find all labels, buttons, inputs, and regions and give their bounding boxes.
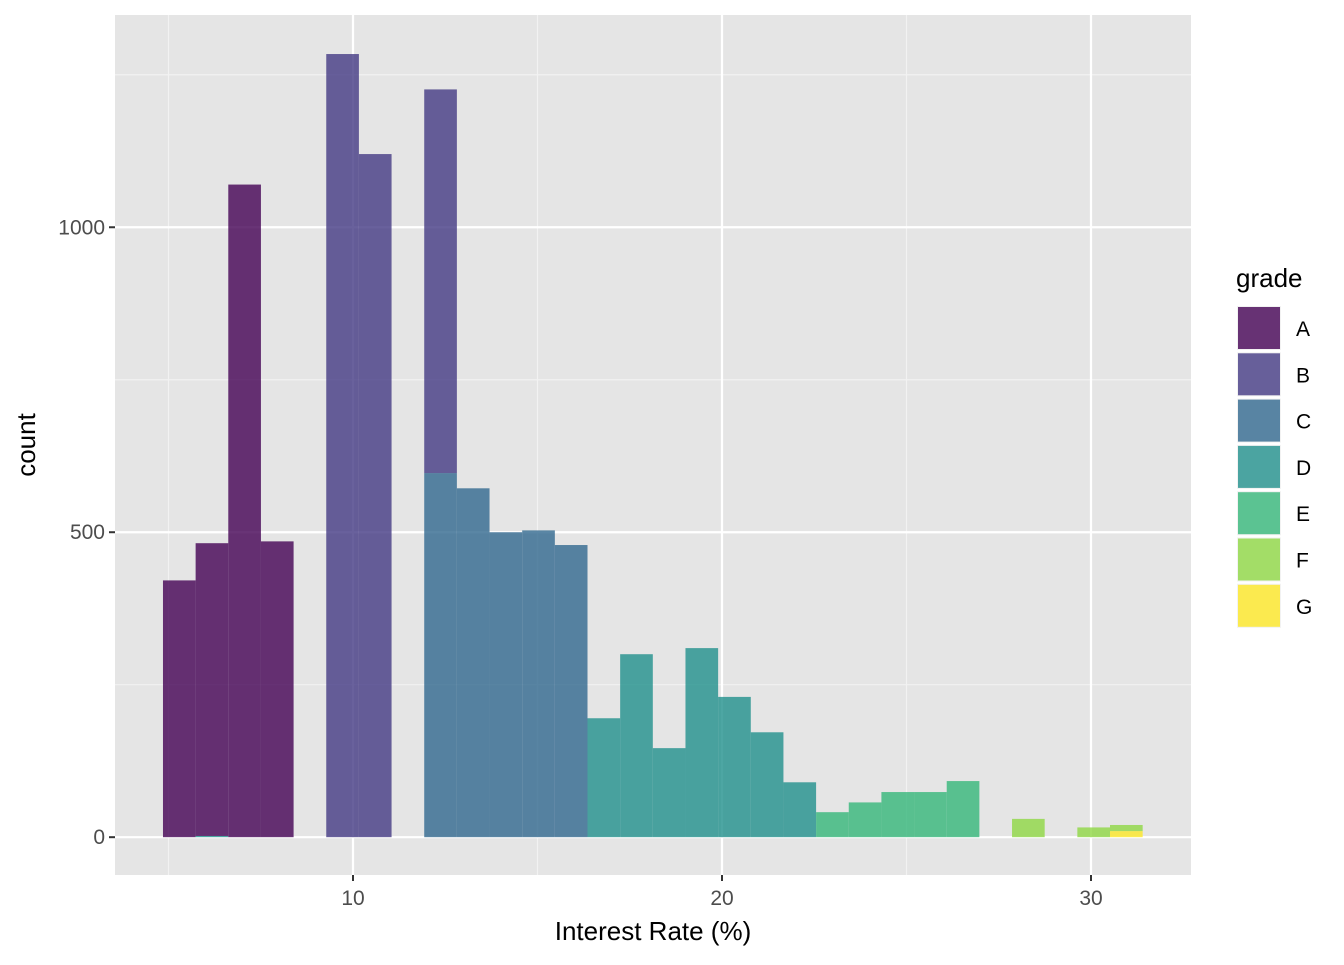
x-axis-label: Interest Rate (%)	[555, 916, 752, 946]
legend-key-C	[1238, 399, 1280, 442]
bar-C	[554, 545, 588, 838]
bar-C	[456, 488, 490, 838]
bar-D	[750, 732, 784, 838]
bar-G	[1110, 831, 1143, 838]
x-tick-label: 20	[710, 887, 733, 910]
bar-E	[946, 781, 980, 838]
bar-E	[848, 802, 882, 838]
legend-label: F	[1296, 550, 1309, 573]
plot-panel	[115, 15, 1191, 875]
bar-C	[522, 530, 555, 838]
legend-key-B	[1238, 353, 1280, 396]
legend-label: G	[1296, 596, 1312, 619]
x-tick-label: 30	[1079, 887, 1102, 910]
legend-key-A	[1238, 307, 1280, 349]
legend-label: E	[1296, 503, 1310, 526]
bar-C	[424, 473, 457, 838]
bar-E	[816, 812, 849, 838]
bar-F	[1077, 827, 1111, 838]
axes: 10 20 30 0 500 1000	[58, 216, 1102, 910]
legend-label: D	[1296, 457, 1311, 480]
legend-label: B	[1296, 364, 1310, 387]
bar-D	[718, 696, 751, 838]
bar-B	[326, 54, 359, 838]
bar-D	[783, 782, 817, 838]
y-tick-label: 500	[70, 521, 105, 544]
y-tick-label: 0	[93, 826, 105, 849]
bar-F	[1012, 818, 1045, 838]
bar-D	[652, 748, 686, 838]
legend-key-F	[1238, 538, 1280, 581]
bar-C	[489, 532, 523, 838]
y-tick-label: 1000	[58, 216, 105, 239]
x-tick-label: 10	[341, 887, 364, 910]
legend-key-G	[1238, 584, 1280, 627]
bars	[162, 54, 1143, 838]
bar-B	[358, 154, 392, 838]
bar-D	[195, 835, 229, 838]
bar-B	[424, 89, 457, 474]
legend-key-D	[1238, 445, 1280, 488]
bar-D	[620, 654, 653, 838]
legend-label: C	[1296, 411, 1311, 434]
bar-E	[914, 792, 947, 838]
legend-label: A	[1296, 318, 1310, 341]
bar-D	[685, 648, 719, 838]
legend-key-E	[1238, 492, 1280, 535]
bar-A	[260, 541, 294, 838]
bar-E	[881, 792, 915, 838]
bar-A	[195, 543, 229, 836]
legend: grade AB CDE FG	[1236, 263, 1312, 628]
bar-A	[162, 580, 196, 838]
bar-D	[587, 718, 621, 838]
legend-title: grade	[1236, 263, 1303, 293]
y-axis-label: count	[11, 412, 41, 476]
bar-A	[228, 184, 261, 838]
bar-F	[1110, 824, 1143, 832]
